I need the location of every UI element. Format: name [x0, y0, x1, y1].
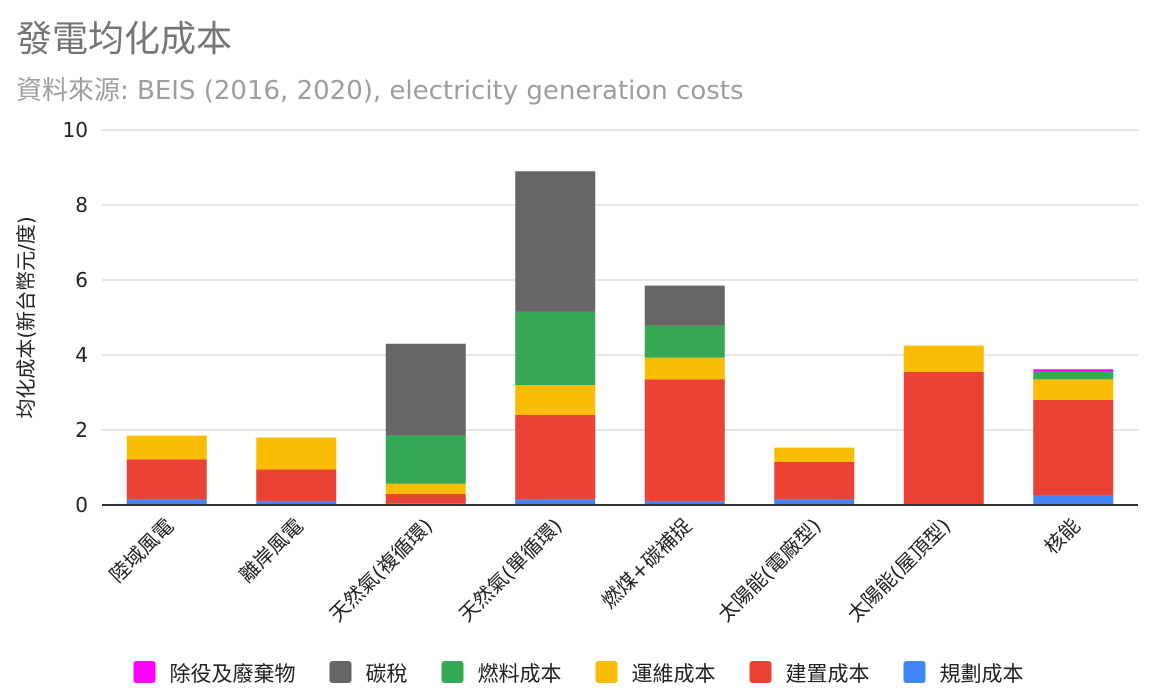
- bar-segment[interactable]: [903, 371, 984, 505]
- y-tick-label: 4: [75, 343, 88, 367]
- y-tick-label: 8: [75, 193, 88, 217]
- x-tick-label: 離岸風電: [234, 514, 308, 588]
- bar-segment[interactable]: [1033, 495, 1114, 505]
- bar-segment[interactable]: [126, 435, 207, 460]
- bar-segment[interactable]: [385, 493, 466, 504]
- legend-swatch: [595, 661, 618, 683]
- legend-label: 運維成本: [632, 662, 716, 686]
- y-axis-title: 均化成本(新台幣元/度): [14, 216, 38, 418]
- bar-segment[interactable]: [644, 357, 725, 380]
- legend-swatch: [749, 661, 772, 683]
- y-tick-label: 6: [75, 268, 88, 292]
- bar-segment[interactable]: [256, 469, 337, 502]
- bar-segment[interactable]: [126, 459, 207, 500]
- bar-segment[interactable]: [385, 483, 466, 494]
- bar-segment[interactable]: [515, 499, 596, 505]
- legend-swatch: [903, 661, 926, 683]
- x-tick-label: 天然氣(單循環): [454, 514, 567, 627]
- legend-item[interactable]: 除役及廢棄物: [133, 661, 296, 686]
- legend-label: 除役及廢棄物: [170, 662, 296, 686]
- bar-segment[interactable]: [644, 325, 725, 358]
- bar-segment[interactable]: [256, 501, 337, 505]
- bar-segment[interactable]: [385, 343, 466, 436]
- legend-swatch: [133, 661, 156, 683]
- bar-segment[interactable]: [515, 415, 596, 500]
- bar-segment[interactable]: [385, 435, 466, 484]
- bar-segment[interactable]: [515, 311, 596, 385]
- legend-item[interactable]: 運維成本: [595, 661, 716, 686]
- bar-segment[interactable]: [774, 461, 855, 500]
- bar-segment[interactable]: [126, 499, 207, 505]
- chart-title: 發電均化成本: [16, 19, 233, 60]
- y-tick-label: 2: [75, 418, 88, 442]
- legend-item[interactable]: 建置成本: [749, 661, 870, 686]
- x-tick-label: 太陽能(電廠型): [713, 514, 826, 627]
- bar-segment[interactable]: [1033, 371, 1114, 380]
- y-tick-label: 0: [75, 493, 88, 517]
- bar-segment[interactable]: [1033, 379, 1114, 400]
- bar-segment[interactable]: [644, 379, 725, 502]
- legend-label: 碳稅: [366, 662, 408, 686]
- bar-segment[interactable]: [774, 499, 855, 505]
- x-tick-label: 核能: [1040, 514, 1085, 559]
- legend-item[interactable]: 燃料成本: [441, 661, 562, 686]
- x-tick-label: 燃煤+碳補捉: [597, 514, 697, 614]
- legend-item[interactable]: 規劃成本: [903, 661, 1024, 686]
- bar-segment[interactable]: [515, 385, 596, 415]
- bar-segment[interactable]: [1033, 400, 1114, 496]
- legend-label: 規劃成本: [940, 662, 1024, 686]
- legend-swatch: [329, 661, 352, 683]
- x-tick-label: 天然氣(複循環): [324, 514, 437, 627]
- bar-segment[interactable]: [515, 171, 596, 312]
- legend-label: 建置成本: [786, 662, 870, 686]
- bar-segment[interactable]: [774, 447, 855, 462]
- x-tick-label: 太陽能(屋頂型): [842, 514, 955, 627]
- legend-label: 燃料成本: [478, 662, 562, 686]
- bar-segment[interactable]: [644, 501, 725, 505]
- legend-swatch: [441, 661, 464, 683]
- x-tick-label: 陸域風電: [105, 514, 179, 588]
- bar-segment[interactable]: [644, 285, 725, 326]
- bar-segment[interactable]: [256, 437, 337, 470]
- bar-segment[interactable]: [1033, 369, 1114, 372]
- y-tick-label: 10: [63, 118, 88, 142]
- bar-segment[interactable]: [903, 345, 984, 372]
- chart-subtitle: 資料來源: BEIS (2016, 2020), electricity gen…: [16, 76, 744, 106]
- legend-item[interactable]: 碳稅: [329, 661, 408, 686]
